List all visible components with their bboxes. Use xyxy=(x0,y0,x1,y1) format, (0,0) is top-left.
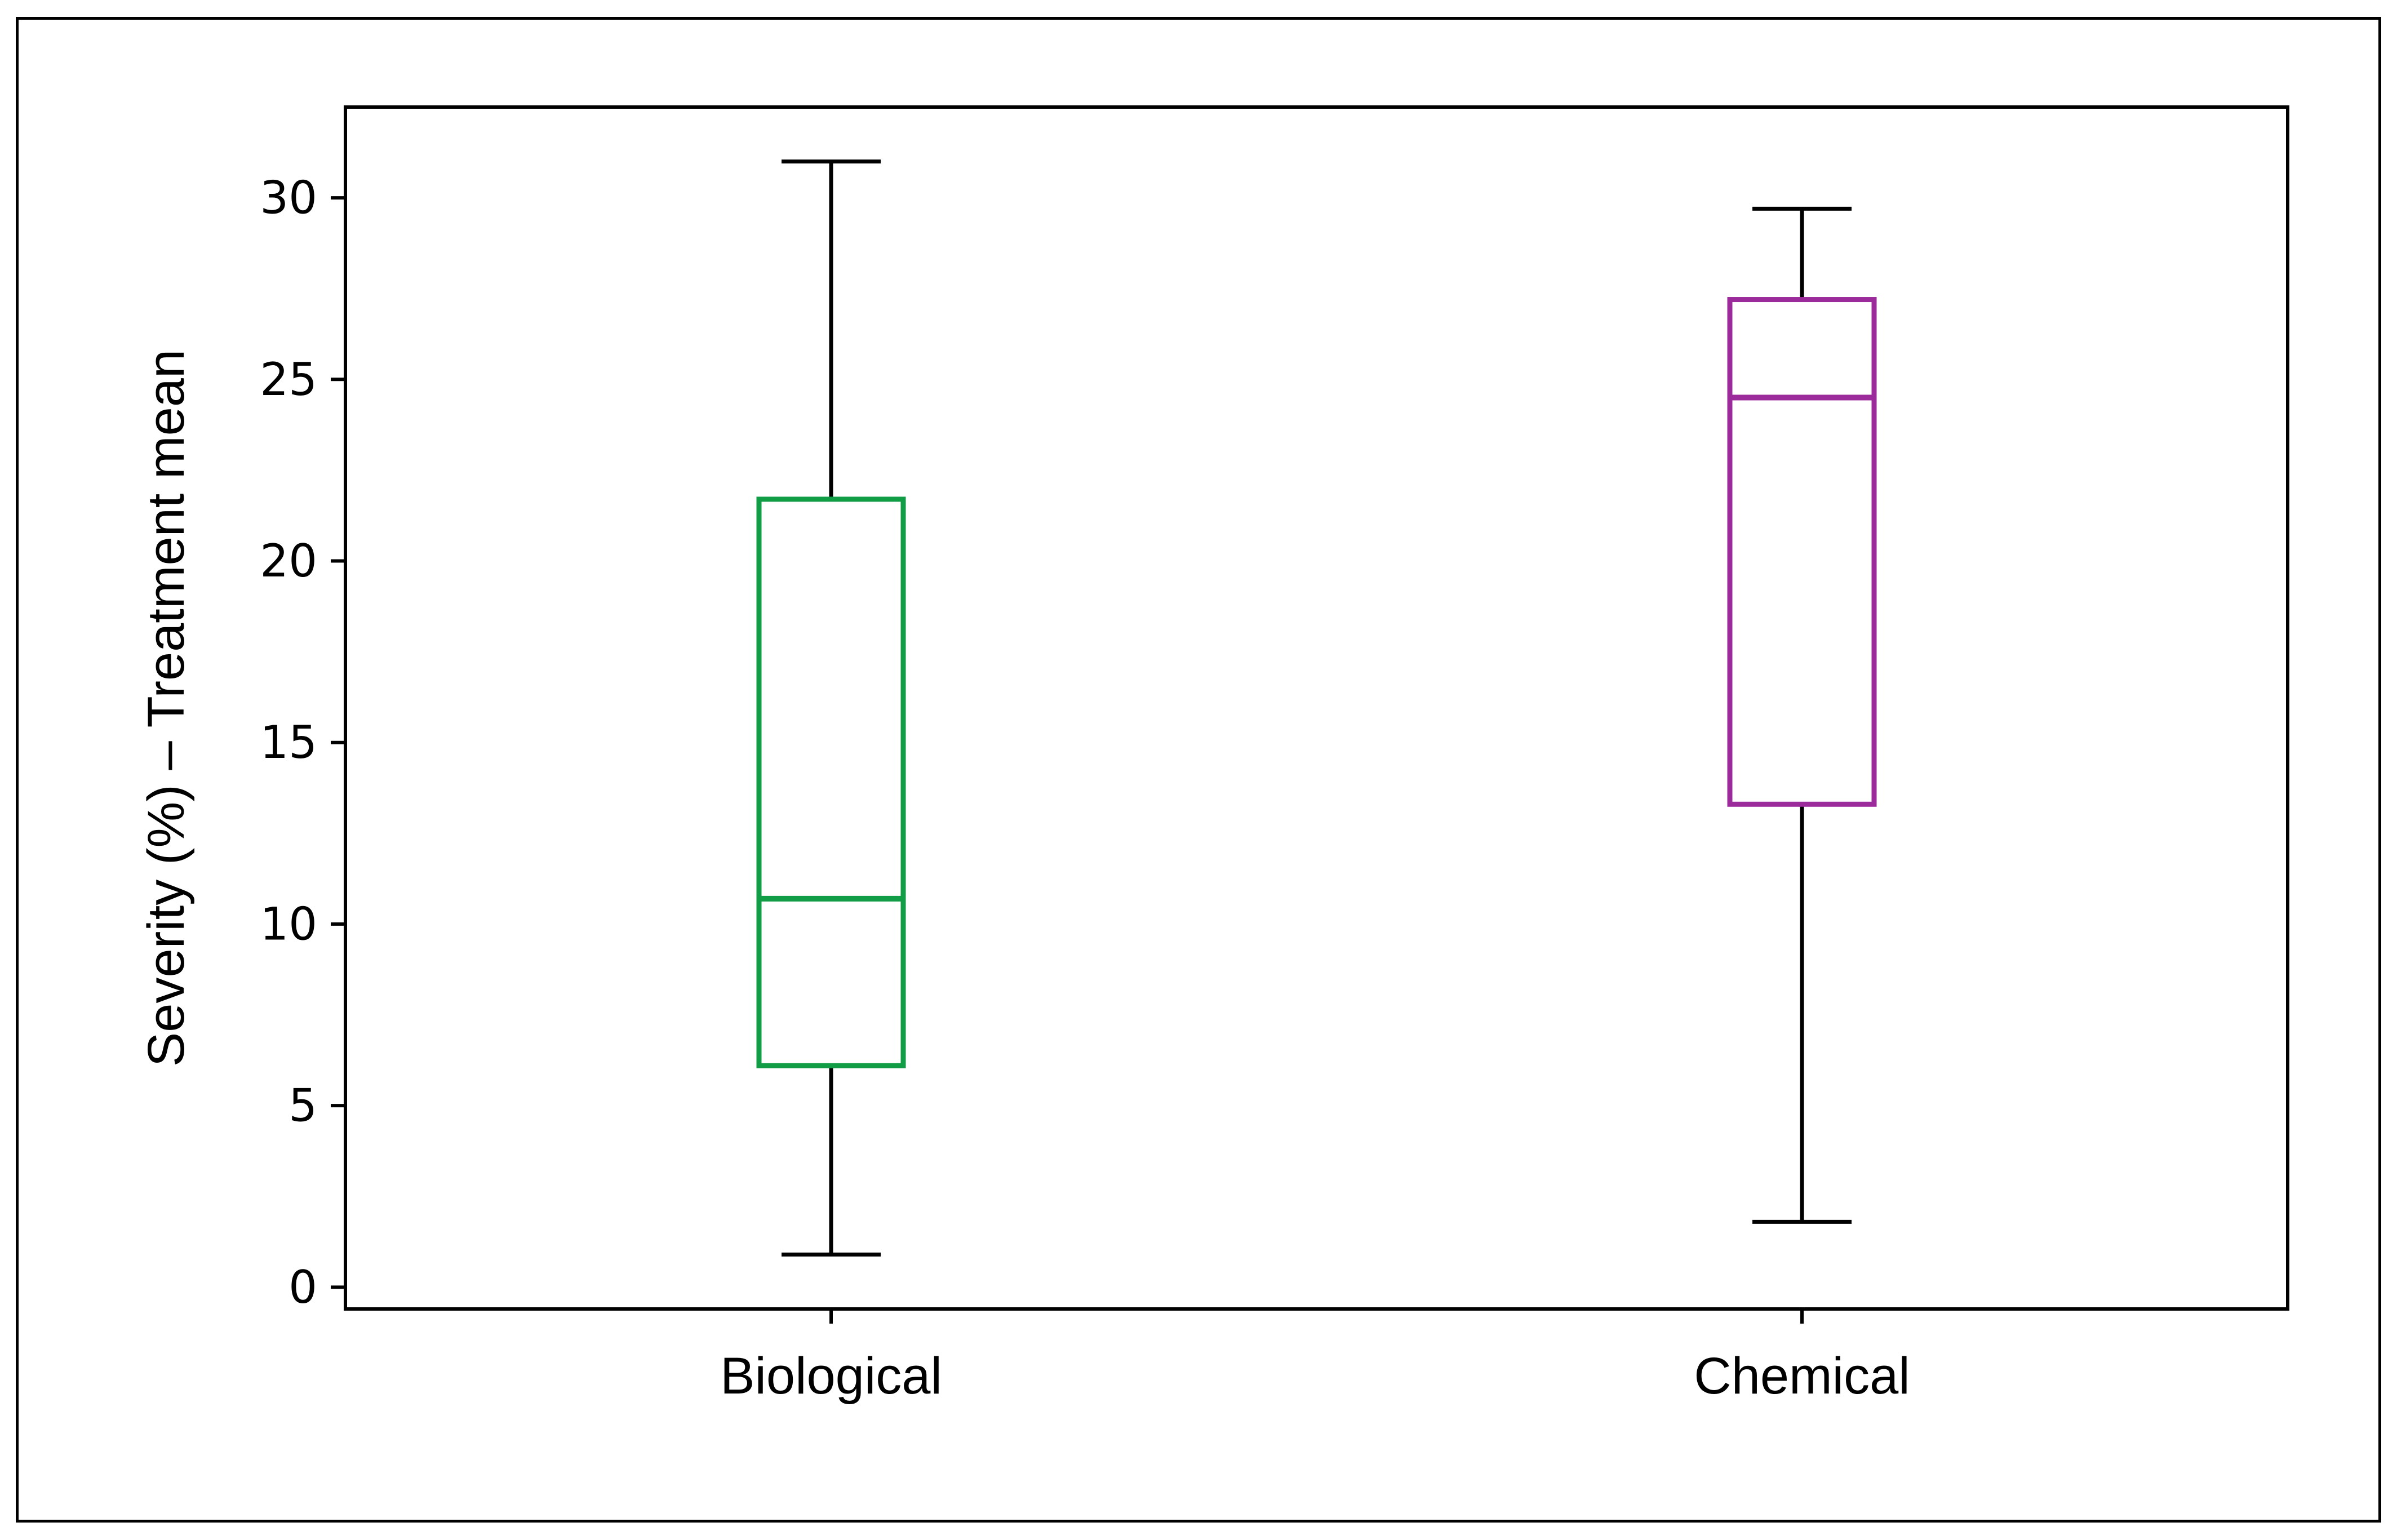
y-tick-label: 10 xyxy=(260,898,317,950)
interquartile-box xyxy=(756,496,906,1068)
interquartile-box xyxy=(1727,297,1877,807)
figure-frame xyxy=(16,17,2381,1523)
y-tick-label: 0 xyxy=(288,1261,317,1313)
y-tick-label: 25 xyxy=(260,353,317,406)
plot-area-frame xyxy=(344,105,2289,1311)
x-tick-label: Chemical xyxy=(1694,1347,1910,1405)
plot-layer: 0 5 10 15 20 25 30 Severity (%) – Treatment mea… xyxy=(137,105,2289,1405)
box-chemical xyxy=(1727,206,1877,1224)
box-biological xyxy=(756,159,906,1257)
y-tick-label: 5 xyxy=(288,1080,317,1132)
y-tick-label: 15 xyxy=(260,716,317,769)
x-tick-label: Biological xyxy=(720,1347,942,1405)
y-tick-label: 30 xyxy=(260,172,317,224)
y-axis-label: Severity (%) – Treatment mean xyxy=(137,349,195,1067)
y-tick-label: 20 xyxy=(260,535,317,587)
